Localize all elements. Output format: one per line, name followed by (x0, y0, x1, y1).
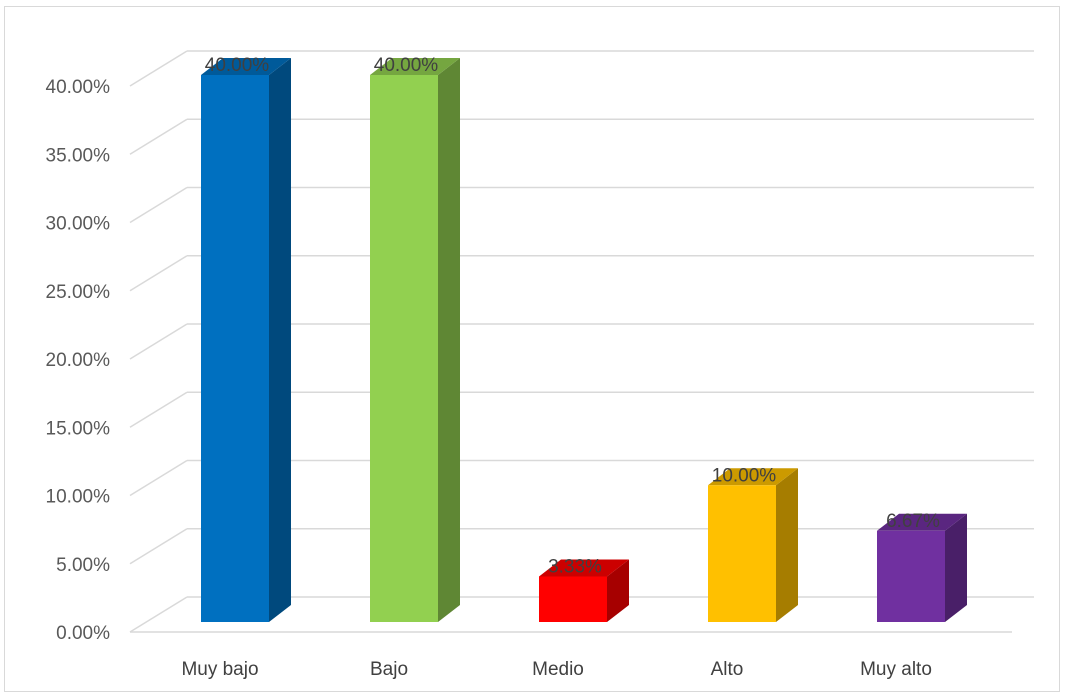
bar-muy-bajo (201, 58, 291, 622)
bar-front (370, 75, 438, 622)
bar-top (201, 58, 291, 75)
bar-side (776, 468, 798, 622)
bar-front (539, 576, 607, 622)
data-label: 40.00% (374, 55, 439, 76)
bar-side (269, 58, 291, 622)
bar-layer (201, 58, 967, 622)
data-label: 10.00% (712, 465, 777, 486)
bar-top (708, 468, 798, 486)
category-label: Bajo (370, 659, 408, 680)
gridline-diagonal (129, 50, 188, 87)
bar-side (945, 513, 967, 622)
y-tick-label: 35.00% (46, 145, 111, 166)
bar-side (607, 559, 629, 622)
y-tick-label: 5.00% (56, 555, 110, 576)
bar-side (438, 58, 460, 622)
gridline-diagonal (129, 186, 188, 224)
category-label: Muy bajo (181, 659, 258, 680)
gridline-diagonal (129, 118, 188, 155)
bar-bajo (370, 58, 460, 622)
gridline-diagonal (129, 596, 188, 633)
y-tick-label: 25.00% (46, 282, 111, 303)
bar-top (877, 513, 967, 531)
data-label: 40.00% (205, 55, 270, 76)
category-label: Alto (711, 659, 744, 680)
gridline-diagonal (129, 323, 188, 360)
gridline-diagonal (129, 459, 188, 497)
bar-top (539, 559, 629, 577)
bar-top (370, 58, 460, 75)
gridline-diagonal (129, 528, 188, 565)
category-label: Muy alto (860, 659, 932, 680)
y-tick-label: 40.00% (46, 77, 111, 98)
bar-front (708, 485, 776, 622)
y-tick-label: 0.00% (56, 623, 110, 644)
y-tick-label: 15.00% (46, 418, 111, 439)
gridline-diagonal (129, 255, 188, 292)
y-tick-label: 20.00% (46, 350, 111, 371)
bar-alto (708, 468, 798, 622)
bar-muy-alto (877, 513, 967, 622)
bar-front (877, 530, 945, 622)
data-label: 3.33% (548, 556, 602, 577)
data-label: 6.67% (886, 511, 940, 532)
y-tick-label: 10.00% (46, 487, 111, 508)
axis-layer: 0.00% 5.00% 10.00% 15.00% 20.00% 25.00% 30.00%… (46, 77, 111, 644)
y-tick-label: 30.00% (46, 214, 111, 235)
category-label: Medio (532, 659, 584, 680)
bar-front (201, 75, 269, 622)
label-layer: 40.00% Muy bajo 40.00% Bajo 3.33% Medio 10.00%… (181, 55, 940, 680)
bar-medio (539, 559, 629, 622)
grid-layer (129, 50, 1034, 633)
gridline-diagonal (129, 391, 188, 428)
